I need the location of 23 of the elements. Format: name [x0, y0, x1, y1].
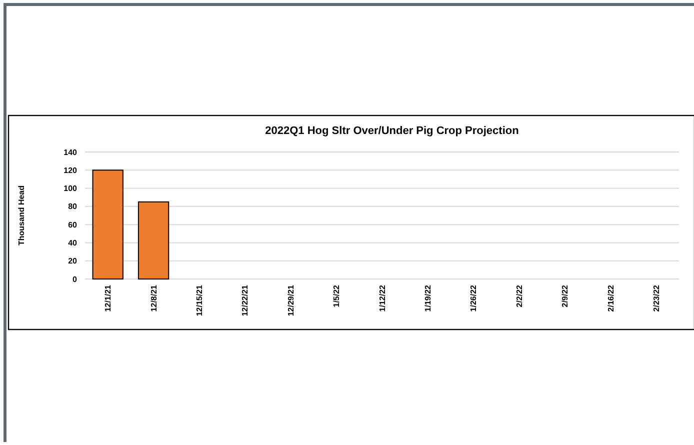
y-axis-title: Thousand Head: [17, 185, 26, 246]
chart-title: 2022Q1 Hog Sltr Over/Under Pig Crop Projection: [265, 125, 520, 137]
y-tick-label: 120: [64, 166, 78, 175]
x-tick-label: 1/12/22: [378, 284, 387, 312]
y-tick-label: 40: [68, 238, 78, 248]
x-tick-label: 12/8/21: [149, 284, 158, 312]
x-tick-label: 12/1/21: [104, 284, 113, 312]
y-tick-label: 60: [68, 220, 78, 230]
x-tick-label: 12/15/21: [195, 284, 204, 316]
x-tick-label: 1/26/22: [469, 284, 478, 312]
y-tick-label: 140: [64, 148, 78, 157]
x-tick-label: 1/5/22: [332, 284, 342, 308]
x-tick-label: 2/2/22: [514, 284, 524, 308]
x-tick-label: 12/29/21: [286, 284, 296, 316]
x-tick-label: 1/19/22: [423, 284, 432, 312]
y-tick-label: 100: [64, 184, 78, 194]
y-tick-label: 20: [68, 256, 78, 266]
y-tick-label: 80: [68, 202, 78, 212]
x-tick-label: 2/9/22: [560, 284, 570, 308]
x-tick-label: 2/16/22: [606, 284, 616, 312]
y-tick-label: 0: [72, 274, 78, 284]
x-tick-label: 12/22/21: [240, 284, 250, 316]
x-tick-label: 2/23/22: [652, 284, 661, 312]
